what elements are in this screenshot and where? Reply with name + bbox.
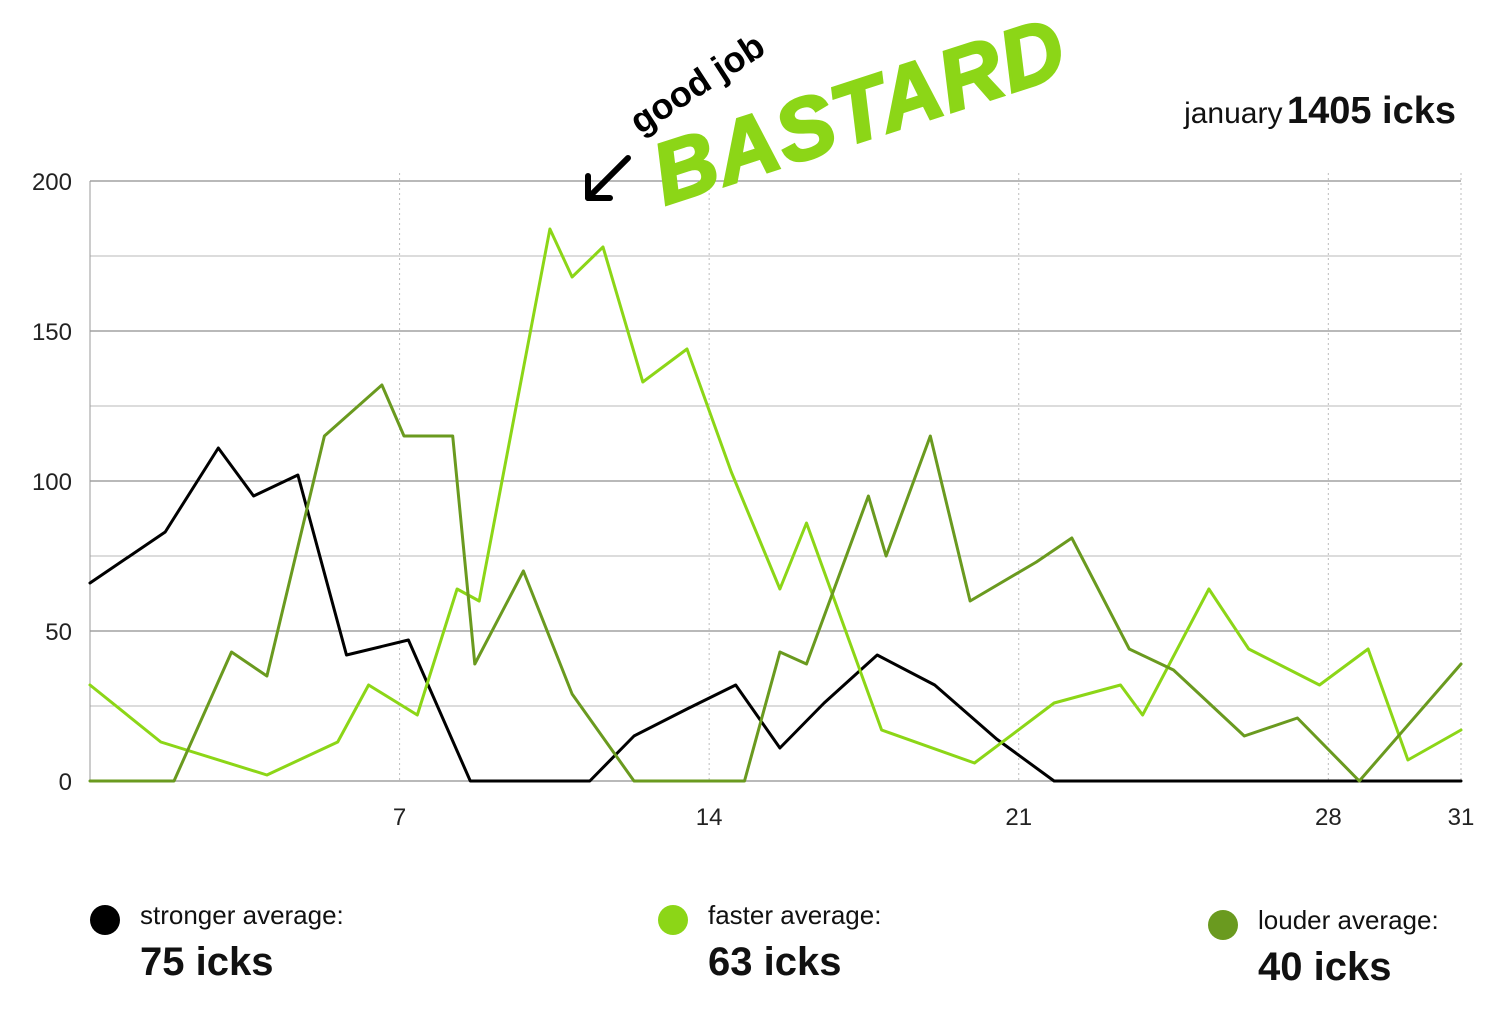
y-tick-label: 150 bbox=[32, 319, 72, 346]
legend-label: stronger average: bbox=[140, 900, 344, 930]
y-tick-label: 100 bbox=[32, 469, 72, 496]
x-tick-label: 21 bbox=[1005, 804, 1032, 831]
y-tick-label: 0 bbox=[59, 769, 72, 796]
x-tick-label: 14 bbox=[696, 804, 723, 831]
x-tick-label: 31 bbox=[1448, 804, 1475, 831]
annotation: good job BASTARD bbox=[585, 0, 1079, 225]
grid bbox=[90, 173, 1462, 782]
legend-label: faster average: bbox=[708, 900, 882, 930]
legend-value: 63 icks bbox=[708, 940, 842, 984]
series-line-faster bbox=[88, 227, 1463, 777]
legend-value: 75 icks bbox=[140, 940, 274, 984]
y-tick-label: 200 bbox=[32, 169, 72, 196]
month-label: january bbox=[1184, 97, 1283, 130]
monthly-total: january 1405 icks bbox=[1184, 90, 1456, 133]
total-icks: 1405 icks bbox=[1286, 90, 1456, 132]
x-tick-label: 7 bbox=[393, 804, 406, 831]
x-tick-label: 28 bbox=[1315, 804, 1342, 831]
legend-dot-icon bbox=[1208, 910, 1238, 940]
series-lines bbox=[88, 227, 1463, 783]
axes: 0 50 100 150 200 7 14 21 28 31 bbox=[32, 169, 1474, 831]
series-line-louder bbox=[88, 383, 1463, 783]
series-line-stronger bbox=[88, 446, 1463, 783]
y-tick-label: 50 bbox=[45, 619, 72, 646]
annotation-big-text: BASTARD bbox=[641, 0, 1078, 223]
legend-label: louder average: bbox=[1258, 905, 1439, 935]
arrow-icon bbox=[585, 155, 631, 201]
legend-value: 40 icks bbox=[1258, 945, 1392, 989]
legend-dot-icon bbox=[658, 905, 688, 935]
legend-dot-icon bbox=[90, 905, 120, 935]
